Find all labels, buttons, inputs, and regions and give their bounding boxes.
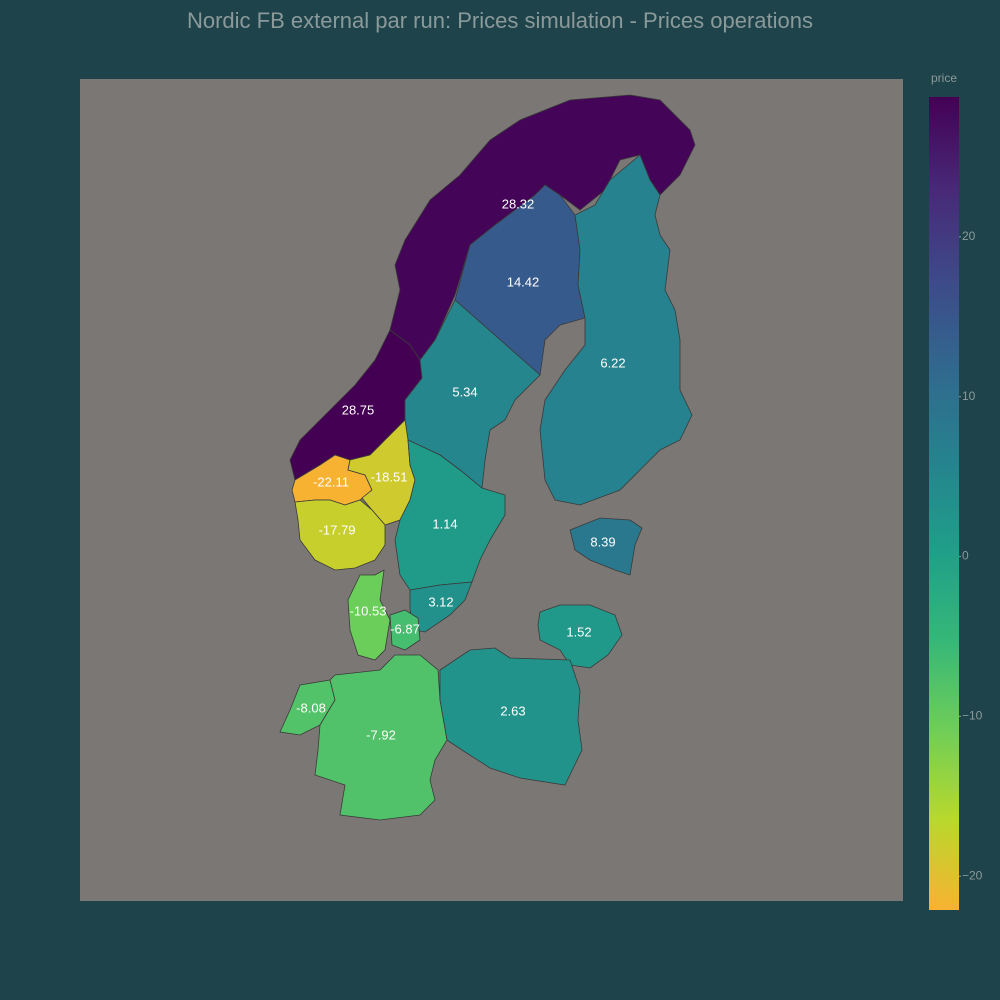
region-label: 6.22 <box>600 355 625 370</box>
region-label: -6.87 <box>390 621 420 636</box>
colorbar-tick-label: −20 <box>962 868 983 882</box>
region <box>537 604 623 669</box>
region-label: 1.52 <box>566 624 591 639</box>
colorbar-tick-label: 0 <box>962 549 969 563</box>
colorbar-title: price <box>931 71 957 85</box>
region <box>439 647 583 786</box>
region-label: 1.14 <box>432 516 457 531</box>
region <box>294 499 386 571</box>
chart-title: Nordic FB external par run: Prices simul… <box>187 8 813 33</box>
region-label: 3.12 <box>428 594 453 609</box>
region-label: -7.92 <box>366 727 396 742</box>
region <box>314 654 448 821</box>
colorbar-tick-label: −10 <box>962 709 983 723</box>
region-label: 28.32 <box>502 196 535 211</box>
regions <box>279 94 696 821</box>
region <box>539 154 693 506</box>
region-label: 8.39 <box>590 534 615 549</box>
region-label: 14.42 <box>507 274 540 289</box>
region-label: -18.51 <box>371 469 408 484</box>
colorbar <box>929 97 959 910</box>
colorbar-ticks: −20 −10 0 10 20 <box>959 229 983 882</box>
region-label: -10.53 <box>350 603 387 618</box>
labels: 28.32 28.75 14.42 6.22 5.34 -22.11 -18.51 -17.7… <box>296 196 625 742</box>
region-label: -17.79 <box>319 522 356 537</box>
colorbar-tick-label: 20 <box>962 229 976 243</box>
region-label: 5.34 <box>452 384 477 399</box>
region-label: 28.75 <box>342 402 375 417</box>
region <box>569 517 643 576</box>
region <box>347 569 391 661</box>
region <box>389 609 421 651</box>
region-label: 2.63 <box>500 703 525 718</box>
region-label: -22.11 <box>313 474 349 489</box>
colorbar-tick-label: 10 <box>962 389 976 403</box>
region-label: -8.08 <box>296 700 326 715</box>
